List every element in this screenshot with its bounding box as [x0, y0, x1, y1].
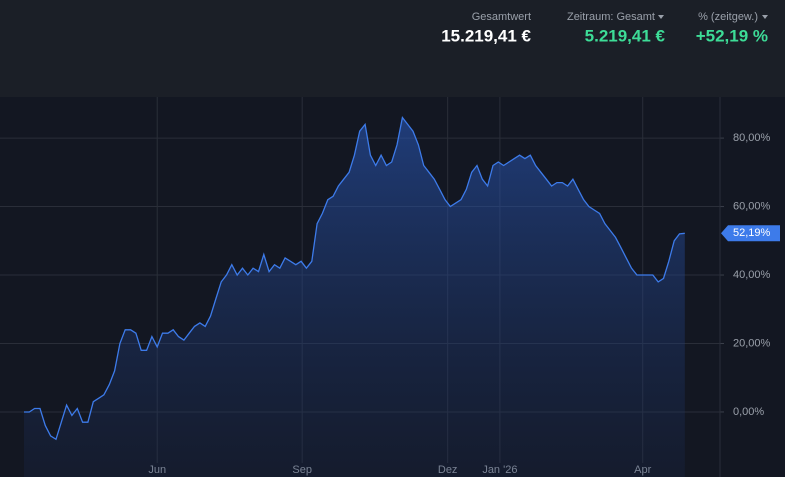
y-tick-label: 80,00% [733, 132, 771, 144]
line [24, 115, 685, 441]
stat-label[interactable]: % (zeitgew.) [698, 11, 758, 23]
caret[interactable] [762, 15, 768, 19]
y-tick-label: 0,00% [733, 406, 764, 418]
stat-value: +52,19 % [696, 26, 768, 45]
y-tick-label: 40,00% [733, 269, 771, 281]
value-badge [721, 225, 780, 242]
value-label: 52,19% [733, 227, 771, 239]
caret[interactable] [658, 15, 664, 19]
stat-value: 15.219,41 € [441, 26, 531, 45]
area [23, 117, 685, 477]
stat-label: Gesamtwert [472, 11, 531, 23]
stat-value: 5.219,41 € [585, 26, 666, 45]
header-bg [0, 0, 785, 97]
y-tick-label: 20,00% [733, 337, 771, 349]
y-tick-label: 60,00% [733, 200, 771, 212]
stat-label[interactable]: Zeitraum: Gesamt [567, 11, 655, 23]
